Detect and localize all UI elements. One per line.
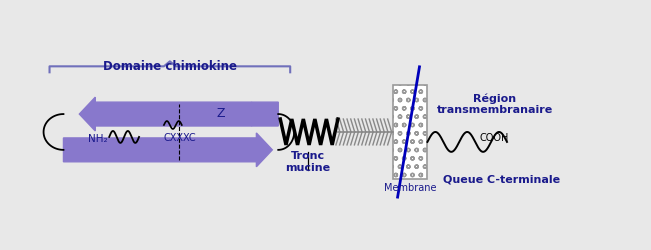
Bar	[393, 86, 428, 180]
Text: COOH: COOH	[479, 132, 508, 142]
FancyArrow shape	[186, 103, 264, 126]
FancyArrow shape	[79, 98, 278, 132]
Text: Domaine chimiokine: Domaine chimiokine	[103, 60, 237, 73]
Text: Tronc
mucine: Tronc mucine	[286, 150, 331, 172]
Text: CXXXC: CXXXC	[164, 132, 197, 142]
Text: Région
transmembranaire: Région transmembranaire	[437, 93, 553, 115]
Text: NH₂: NH₂	[88, 134, 107, 143]
Text: Queue C-terminale: Queue C-terminale	[443, 174, 561, 184]
FancyArrow shape	[63, 134, 272, 167]
Text: Z: Z	[216, 106, 225, 119]
Text: Membrane: Membrane	[384, 182, 436, 192]
